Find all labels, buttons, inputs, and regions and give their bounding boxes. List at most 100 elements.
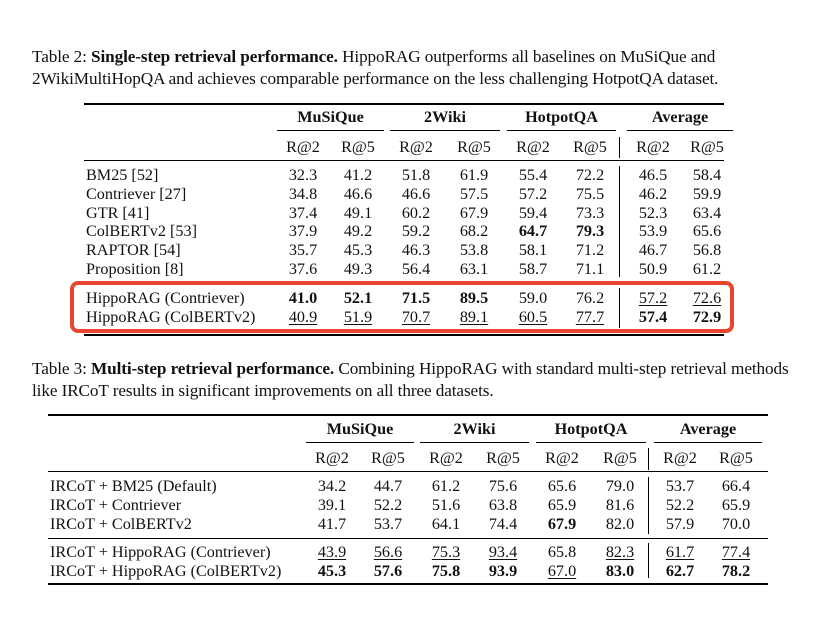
value-cell: 43.9 bbox=[317, 543, 347, 561]
subheader: R@2 bbox=[399, 138, 433, 156]
value-cell: 77.4 bbox=[721, 543, 751, 561]
value-cell: 60.2 bbox=[401, 204, 431, 222]
value-cell: 52.2 bbox=[665, 496, 695, 514]
value-cell: 75.5 bbox=[575, 185, 605, 203]
value-cell: 64.1 bbox=[431, 515, 461, 533]
group-header: 2Wiki bbox=[453, 420, 496, 438]
value-cell: 61.9 bbox=[459, 166, 489, 184]
value-cell: 59.2 bbox=[401, 222, 431, 240]
value-cell: 57.6 bbox=[373, 562, 403, 580]
subheader: R@2 bbox=[429, 449, 463, 467]
hipporag-highlight-box bbox=[70, 281, 734, 333]
value-cell: 59.0 bbox=[518, 289, 548, 307]
average-separator bbox=[648, 448, 649, 470]
value-cell: 53.8 bbox=[459, 241, 489, 259]
subheader: R@5 bbox=[341, 138, 375, 156]
group-underline bbox=[627, 130, 733, 131]
method-cell: Proposition [8] bbox=[86, 260, 184, 278]
value-cell: 45.3 bbox=[343, 241, 373, 259]
value-cell: 77.7 bbox=[575, 308, 605, 326]
value-cell: 57.9 bbox=[665, 515, 695, 533]
value-cell: 53.9 bbox=[638, 222, 668, 240]
method-cell: IRCoT + Contriever bbox=[50, 496, 182, 514]
method-cell: IRCoT + ColBERTv2 bbox=[50, 515, 192, 533]
value-cell: 63.4 bbox=[692, 204, 722, 222]
value-cell: 63.1 bbox=[459, 260, 489, 278]
value-cell: 82.3 bbox=[605, 543, 635, 561]
value-cell: 35.7 bbox=[288, 241, 318, 259]
value-cell: 79.0 bbox=[605, 477, 635, 495]
value-cell: 58.4 bbox=[692, 166, 722, 184]
group-header: 2Wiki bbox=[424, 108, 466, 126]
subheader: R@5 bbox=[457, 138, 491, 156]
group-underline bbox=[420, 442, 529, 443]
value-cell: 39.1 bbox=[317, 496, 347, 514]
value-cell: 93.9 bbox=[488, 562, 518, 580]
value-cell: 75.3 bbox=[431, 543, 461, 561]
value-cell: 93.4 bbox=[488, 543, 518, 561]
value-cell: 44.7 bbox=[373, 477, 403, 495]
value-cell: 51.6 bbox=[431, 496, 461, 514]
group-header: Average bbox=[651, 108, 709, 126]
value-cell: 51.8 bbox=[401, 166, 431, 184]
value-cell: 78.2 bbox=[721, 562, 751, 580]
subheader: R@2 bbox=[545, 449, 579, 467]
value-cell: 58.1 bbox=[518, 241, 548, 259]
value-cell: 37.9 bbox=[288, 222, 318, 240]
value-cell: 79.3 bbox=[575, 222, 605, 240]
group-header: MuSiQue bbox=[297, 108, 364, 126]
value-cell: 73.3 bbox=[575, 204, 605, 222]
group-header: HotpotQA bbox=[554, 420, 628, 438]
subheader: R@2 bbox=[286, 138, 320, 156]
value-cell: 70.0 bbox=[721, 515, 751, 533]
value-cell: 59.9 bbox=[692, 185, 722, 203]
value-cell: 89.5 bbox=[459, 289, 489, 307]
value-cell: 56.6 bbox=[373, 543, 403, 561]
value-cell: 37.6 bbox=[288, 260, 318, 278]
table2-caption-title: Single-step retrieval performance. bbox=[91, 47, 338, 66]
value-cell: 81.6 bbox=[605, 496, 635, 514]
table2-caption: Table 2: Single-step retrieval performan… bbox=[32, 46, 792, 90]
value-cell: 37.4 bbox=[288, 204, 318, 222]
value-cell: 57.2 bbox=[638, 289, 668, 307]
value-cell: 49.3 bbox=[343, 260, 373, 278]
value-cell: 65.9 bbox=[547, 496, 577, 514]
table3-caption-label: Table 3: bbox=[32, 359, 87, 378]
value-cell: 34.2 bbox=[317, 477, 347, 495]
subheader: R@5 bbox=[486, 449, 520, 467]
value-cell: 72.2 bbox=[575, 166, 605, 184]
value-cell: 50.9 bbox=[638, 260, 668, 278]
subheader: R@5 bbox=[573, 138, 607, 156]
average-separator bbox=[619, 166, 620, 277]
subheader: R@5 bbox=[603, 449, 637, 467]
value-cell: 82.0 bbox=[605, 515, 635, 533]
value-cell: 34.8 bbox=[288, 185, 318, 203]
top-rule bbox=[84, 103, 724, 105]
value-cell: 45.3 bbox=[317, 562, 347, 580]
table3-caption: Table 3: Multi-step retrieval performanc… bbox=[32, 358, 792, 402]
method-cell: ColBERTv2 [53] bbox=[86, 222, 197, 240]
header-rule bbox=[48, 471, 768, 472]
value-cell: 65.6 bbox=[692, 222, 722, 240]
method-cell: GTR [41] bbox=[86, 204, 150, 222]
value-cell: 71.5 bbox=[401, 289, 431, 307]
value-cell: 56.8 bbox=[692, 241, 722, 259]
group-header: Average bbox=[679, 420, 737, 438]
value-cell: 67.0 bbox=[547, 562, 577, 580]
value-cell: 46.3 bbox=[401, 241, 431, 259]
value-cell: 74.4 bbox=[488, 515, 518, 533]
value-cell: 53.7 bbox=[665, 477, 695, 495]
group-header: MuSiQue bbox=[326, 420, 394, 438]
value-cell: 67.9 bbox=[547, 515, 577, 533]
value-cell: 53.7 bbox=[373, 515, 403, 533]
value-cell: 71.1 bbox=[575, 260, 605, 278]
value-cell: 40.9 bbox=[288, 308, 318, 326]
value-cell: 49.1 bbox=[343, 204, 373, 222]
top-rule bbox=[48, 414, 768, 416]
value-cell: 65.9 bbox=[721, 496, 751, 514]
value-cell: 71.2 bbox=[575, 241, 605, 259]
value-cell: 58.7 bbox=[518, 260, 548, 278]
value-cell: 51.9 bbox=[343, 308, 373, 326]
group-underline bbox=[654, 442, 762, 443]
value-cell: 83.0 bbox=[605, 562, 635, 580]
